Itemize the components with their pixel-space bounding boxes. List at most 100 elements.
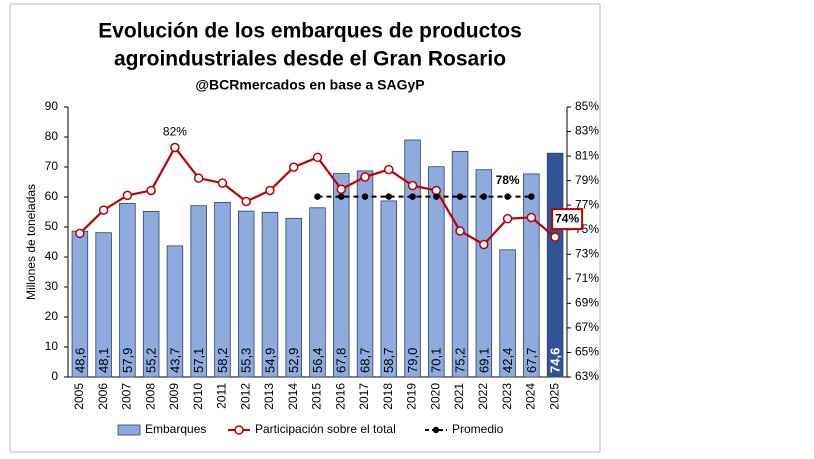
label-box — [551, 208, 584, 231]
y-tick-label: 40 — [45, 249, 59, 263]
marker — [409, 193, 416, 200]
value-label: 68,7 — [357, 348, 372, 373]
value-label: 48,6 — [72, 348, 87, 373]
y2-tick-label: 85% — [575, 99, 599, 113]
value-label: 55,3 — [239, 348, 254, 373]
marker — [361, 193, 369, 200]
value-label: 57,9 — [120, 348, 135, 373]
x-tick-label: 2025 — [547, 383, 561, 410]
marker — [336, 184, 347, 194]
marker — [338, 193, 345, 200]
marker — [526, 212, 537, 223]
y-tick-label: 20 — [45, 309, 59, 323]
marker — [504, 193, 511, 200]
marker — [480, 193, 488, 200]
marker — [75, 228, 85, 239]
value-label: 75,2 — [453, 348, 468, 373]
point-label: 82% — [163, 125, 187, 139]
bar — [404, 139, 421, 378]
bar — [285, 217, 302, 378]
bar — [190, 205, 207, 378]
bar — [475, 169, 493, 378]
marker — [146, 185, 156, 196]
value-label: 43,7 — [167, 348, 182, 373]
y-tick-label: 50 — [45, 219, 59, 233]
x-tick-label: 2021 — [452, 383, 466, 410]
marker — [407, 180, 418, 191]
marker — [433, 193, 440, 200]
chart-title: agroindustriales desde el Gran Rosario — [114, 48, 506, 71]
legend-swatch — [234, 425, 244, 435]
x-tick-label: 2012 — [238, 383, 252, 410]
marker — [98, 205, 109, 215]
marker — [456, 193, 464, 200]
marker — [385, 193, 393, 200]
marker — [360, 172, 370, 182]
x-tick-label: 2024 — [524, 383, 538, 410]
y-tick-label: 10 — [45, 339, 59, 353]
marker — [479, 239, 489, 250]
y2-tick-label: 71% — [575, 271, 599, 285]
bar — [309, 207, 326, 378]
y2-tick-label: 77% — [575, 197, 599, 211]
bar — [333, 173, 350, 378]
bar — [166, 245, 184, 378]
value-label: 69,1 — [476, 348, 491, 373]
x-tick-label: 2015 — [310, 383, 324, 410]
bar — [142, 210, 160, 378]
y-tick-label: 90 — [45, 99, 59, 113]
marker — [265, 185, 275, 196]
chart-subtitle: @BCRmercados en base a SAGyP — [195, 77, 424, 93]
x-tick-label: 2009 — [167, 383, 181, 410]
y-axis-label: Millones de toneladas — [24, 184, 38, 300]
y-tick-label: 60 — [45, 189, 59, 203]
y2-tick-label: 79% — [575, 173, 599, 187]
value-label: 58,2 — [215, 348, 230, 373]
y-tick-label: 0 — [51, 369, 58, 383]
x-tick-label: 2023 — [500, 383, 514, 410]
bar — [214, 201, 231, 378]
bar — [356, 170, 374, 378]
bar — [95, 232, 112, 378]
point-label: 74% — [555, 211, 579, 225]
marker — [170, 142, 180, 153]
value-label: 48,1 — [96, 348, 111, 373]
y2-tick-label: 69% — [575, 296, 599, 310]
legend-label: Participación sobre el total — [255, 422, 396, 436]
value-label: 52,9 — [286, 348, 301, 373]
x-tick-label: 2013 — [262, 383, 276, 410]
y2-tick-label: 83% — [575, 124, 599, 138]
value-label: 57,1 — [191, 348, 206, 373]
marker — [455, 226, 465, 236]
legend-swatch — [117, 424, 141, 436]
x-tick-label: 2007 — [120, 383, 134, 410]
marker — [502, 213, 513, 224]
value-label: 55,2 — [144, 348, 159, 373]
value-label: 67,7 — [524, 348, 539, 373]
marker — [314, 193, 321, 200]
x-tick-label: 2011 — [215, 383, 229, 409]
marker — [550, 232, 560, 242]
y-tick-label: 80 — [45, 129, 59, 143]
legend-label: Promedio — [452, 422, 504, 436]
y2-tick-label: 65% — [575, 345, 599, 359]
marker — [384, 164, 394, 175]
x-tick-label: 2008 — [143, 383, 157, 410]
y2-tick-label: 73% — [575, 246, 599, 260]
x-tick-label: 2014 — [286, 383, 300, 410]
x-tick-label: 2017 — [357, 383, 371, 410]
chart-title: Evolución de los embarques de productos — [98, 20, 522, 43]
bar — [380, 200, 398, 378]
marker — [193, 173, 204, 183]
marker — [431, 185, 442, 196]
bar — [546, 152, 564, 378]
marker — [288, 162, 299, 172]
value-label: 42,4 — [500, 348, 515, 373]
bar — [261, 211, 279, 378]
value-label: 56,4 — [310, 348, 325, 373]
marker — [217, 178, 228, 188]
value-label: 70,1 — [429, 348, 444, 373]
x-tick-label: 2010 — [191, 383, 205, 410]
marker — [528, 193, 535, 200]
